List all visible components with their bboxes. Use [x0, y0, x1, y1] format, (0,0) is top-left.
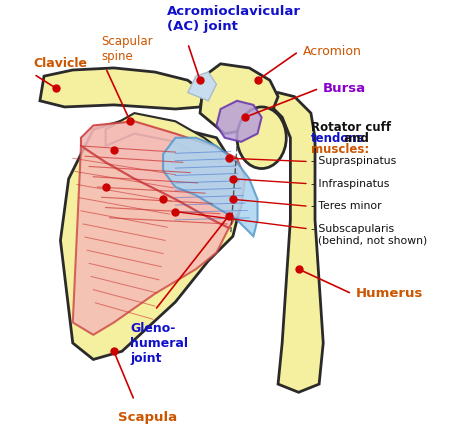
Polygon shape	[61, 117, 241, 360]
Text: - Infraspinatus: - Infraspinatus	[311, 179, 389, 189]
Text: and: and	[340, 131, 369, 145]
Text: Acromioclavicular
(AC) joint: Acromioclavicular (AC) joint	[167, 5, 301, 33]
Text: muscles:: muscles:	[311, 143, 369, 156]
Ellipse shape	[237, 107, 286, 169]
Text: Bursa: Bursa	[323, 82, 366, 95]
Text: - Teres minor: - Teres minor	[311, 202, 382, 211]
Text: Gleno-
humeral
joint: Gleno- humeral joint	[130, 323, 188, 366]
Text: Clavicle: Clavicle	[34, 57, 88, 70]
Text: tendons: tendons	[311, 131, 365, 145]
Text: Rotator cuff: Rotator cuff	[311, 121, 391, 134]
Polygon shape	[40, 68, 204, 109]
Polygon shape	[188, 72, 217, 101]
Text: - Supraspinatus: - Supraspinatus	[311, 156, 396, 166]
Text: Scapular
spine: Scapular spine	[101, 35, 153, 63]
Polygon shape	[163, 138, 257, 236]
Text: Scapula: Scapula	[118, 411, 177, 424]
Text: Acromion: Acromion	[303, 45, 362, 58]
Text: Humerus: Humerus	[356, 287, 423, 300]
Polygon shape	[217, 101, 262, 142]
Polygon shape	[73, 146, 229, 335]
Polygon shape	[200, 64, 278, 134]
Polygon shape	[106, 113, 220, 162]
Polygon shape	[81, 121, 245, 228]
Polygon shape	[270, 92, 323, 392]
Text: - Subscapularis
  (behind, not shown): - Subscapularis (behind, not shown)	[311, 224, 427, 246]
